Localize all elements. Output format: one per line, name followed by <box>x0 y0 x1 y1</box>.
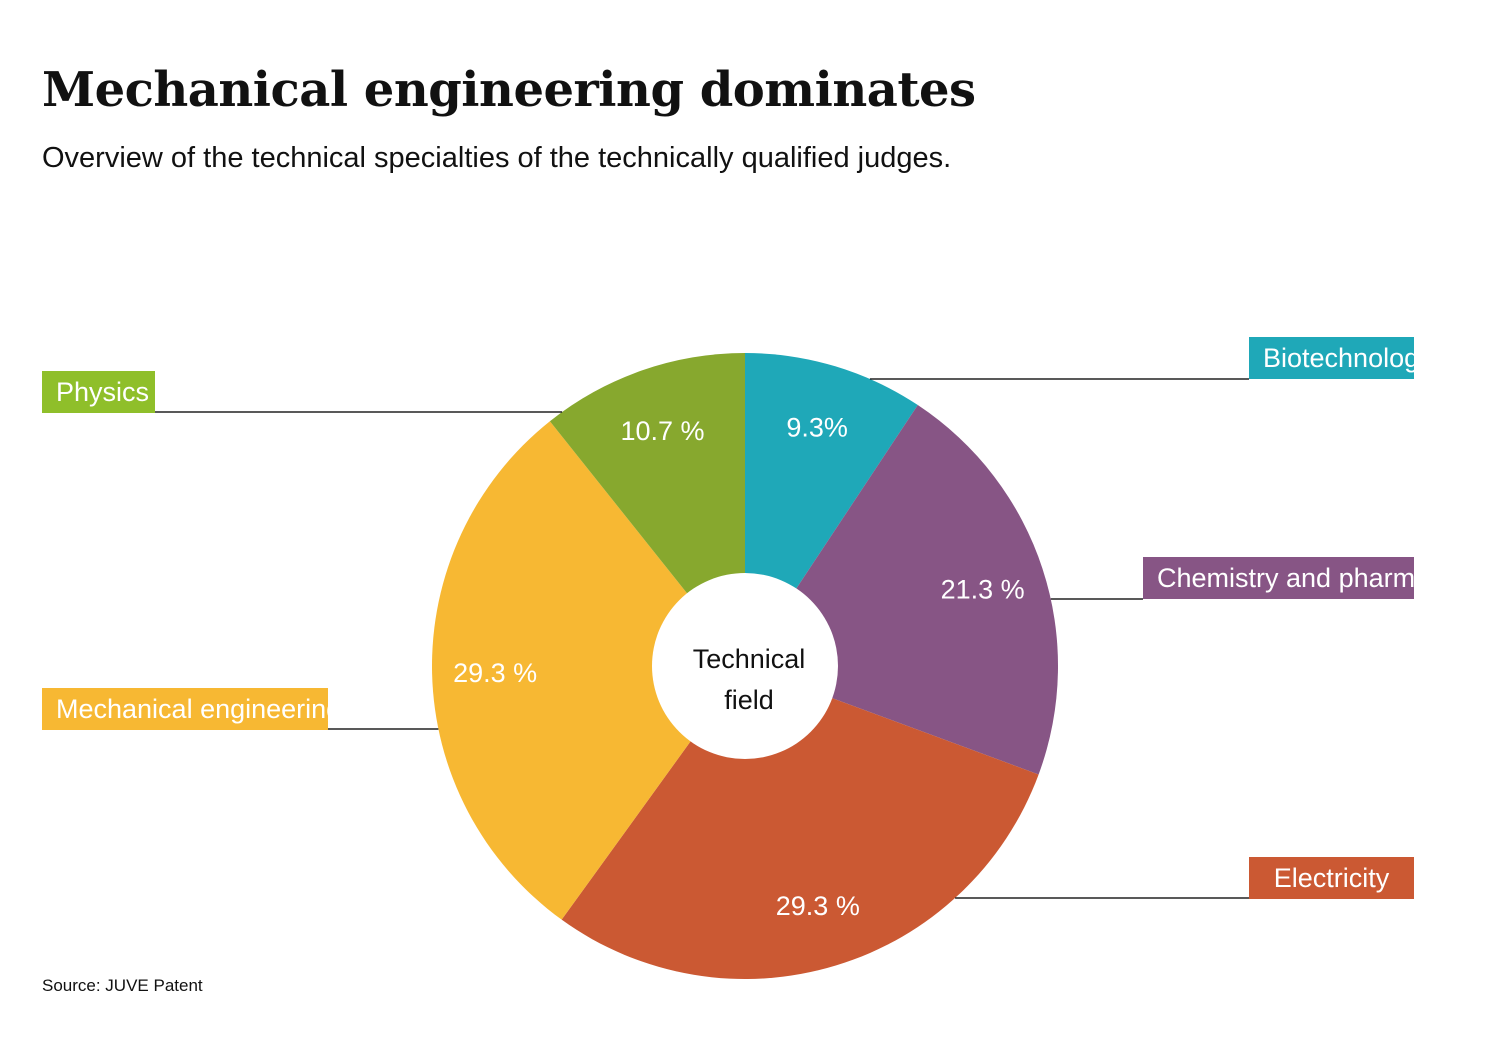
value-label-physics: 10.7 % <box>620 416 704 446</box>
center-hole <box>652 573 838 759</box>
legend-electricity: Electricity <box>1249 857 1414 899</box>
center-label-line-1: Technical <box>693 644 806 674</box>
center-label-line-2: field <box>724 685 774 715</box>
value-label-electricity: 29.3 % <box>776 891 860 921</box>
legend-biotechnology: Biotechnology <box>1249 337 1433 379</box>
chart-title: Mechanical engineering dominates <box>42 62 976 118</box>
chart-subtitle: Overview of the technical specialties of… <box>42 142 952 174</box>
slice-value-labels: 9.3% 21.3 % 29.3 % 29.3 % 10.7 % <box>453 413 1025 922</box>
value-label-biotechnology: 9.3% <box>786 413 848 443</box>
value-label-chemistry-and-pharma: 21.3 % <box>941 574 1025 604</box>
pie-slices <box>431 352 1059 979</box>
slice-electricity <box>561 666 1039 979</box>
legend-physics: Physics <box>42 371 155 413</box>
slice-mechanical-engineering <box>431 421 745 920</box>
source-note: Source: JUVE Patent <box>42 976 203 995</box>
leader-lines <box>155 378 1249 899</box>
legend-mechanical-engineering: Mechanical engineering <box>42 688 341 730</box>
value-label-mechanical-engineering: 29.3 % <box>453 658 537 688</box>
legend-chemistry-and-pharma: Chemistry and pharma <box>1143 557 1430 599</box>
